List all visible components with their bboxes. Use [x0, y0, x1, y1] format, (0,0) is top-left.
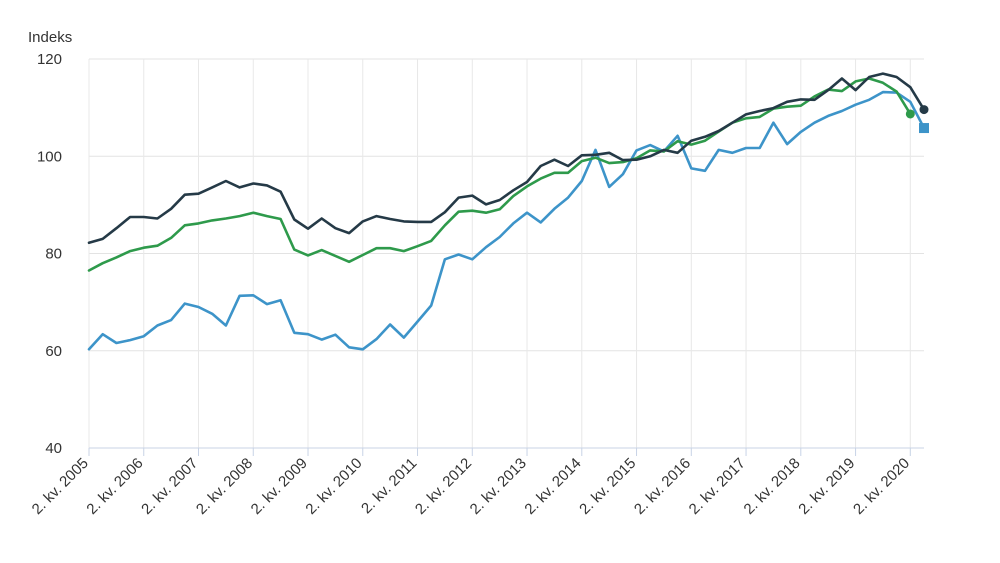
series-end-marker-1	[905, 109, 915, 119]
x-tick-label: 2. kv. 2013	[467, 455, 530, 518]
series-end-marker-2	[919, 123, 929, 134]
series-end-marker-0	[919, 105, 929, 115]
x-tick-label: 2. kv. 2017	[686, 455, 749, 518]
y-axis-label: Indeks	[28, 29, 72, 46]
x-tick-label: 2. kv. 2012	[412, 455, 475, 518]
x-tick-label: 2. kv. 2020	[850, 455, 913, 518]
x-tick-label: 2. kv. 2009	[248, 455, 311, 518]
x-tick-label: 2. kv. 2011	[358, 455, 420, 517]
gridlines	[88, 58, 924, 449]
x-tick-label: 2. kv. 2018	[741, 455, 804, 518]
x-tick-label: 2. kv. 2019	[795, 455, 858, 518]
series-end-markers	[905, 105, 929, 134]
x-tick-label: 2. kv. 2005	[29, 455, 92, 518]
x-tick-label: 2. kv. 2016	[631, 455, 694, 518]
x-tick-label: 2. kv. 2015	[576, 455, 639, 518]
y-tick-label: 120	[37, 51, 62, 68]
y-tick-label: 40	[45, 440, 62, 457]
x-tick-label: 2. kv. 2006	[83, 455, 146, 518]
x-tick-label: 2. kv. 2008	[193, 455, 256, 518]
y-axis-ticks: 40 60 80 100 120	[37, 51, 62, 457]
series-lines	[87, 72, 926, 351]
y-tick-label: 80	[45, 246, 62, 263]
y-tick-label: 100	[37, 148, 62, 165]
series-line-0	[87, 72, 926, 245]
x-tick-label: 2. kv. 2010	[302, 455, 365, 518]
x-tick-label: 2. kv. 2014	[521, 455, 584, 518]
series-line-2	[87, 90, 926, 351]
series-line-1	[87, 77, 912, 272]
x-tick-label: 2. kv. 2007	[138, 455, 201, 518]
y-tick-label: 60	[45, 343, 62, 360]
